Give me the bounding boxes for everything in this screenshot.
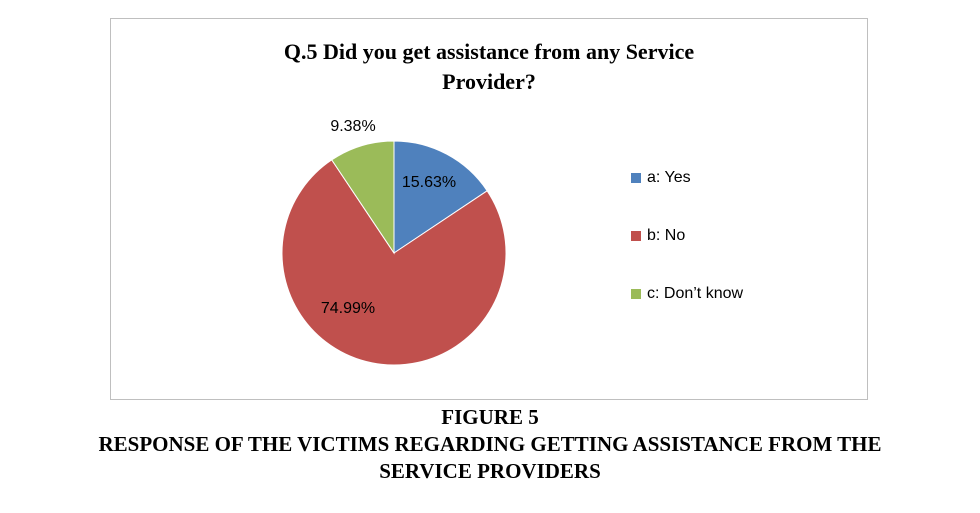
figure-label: FIGURE 5 <box>441 405 539 429</box>
legend-swatch-3 <box>631 289 641 299</box>
caption-line-2: SERVICE PROVIDERS <box>379 459 601 483</box>
legend-label-3: c: Don’t know <box>647 285 744 302</box>
chart-frame: Q.5 Did you get assistance from any Serv… <box>110 18 868 400</box>
pie-slice-3 <box>331 140 395 255</box>
legend-label-2: b: No <box>647 227 686 244</box>
pie-slice-1 <box>393 140 488 254</box>
data-label-2: 74.99% <box>321 300 375 317</box>
data-label-1: 15.63% <box>402 174 456 191</box>
data-label-3: 9.38% <box>330 118 375 135</box>
chart-title: Q.5 Did you get assistance from any Serv… <box>111 37 867 97</box>
figure-caption: FIGURE 5 RESPONSE OF THE VICTIMS REGARDI… <box>0 404 980 485</box>
legend-label-1: a: Yes <box>647 169 691 186</box>
pie-slice-2 <box>281 159 507 366</box>
legend-swatch-2 <box>631 231 641 241</box>
legend-item-1: a: Yes <box>631 169 691 187</box>
chart-title-line-1: Q.5 Did you get assistance from any Serv… <box>283 39 695 64</box>
chart-title-line-2: Provider? <box>442 69 536 94</box>
caption-line-1: RESPONSE OF THE VICTIMS REGARDING GETTIN… <box>98 432 882 456</box>
legend-swatch-1 <box>631 173 641 183</box>
legend-item-2: b: No <box>631 227 685 245</box>
legend-item-3: c: Don’t know <box>631 285 743 303</box>
pie-chart: 15.63% 74.99% 9.38% <box>281 118 507 366</box>
